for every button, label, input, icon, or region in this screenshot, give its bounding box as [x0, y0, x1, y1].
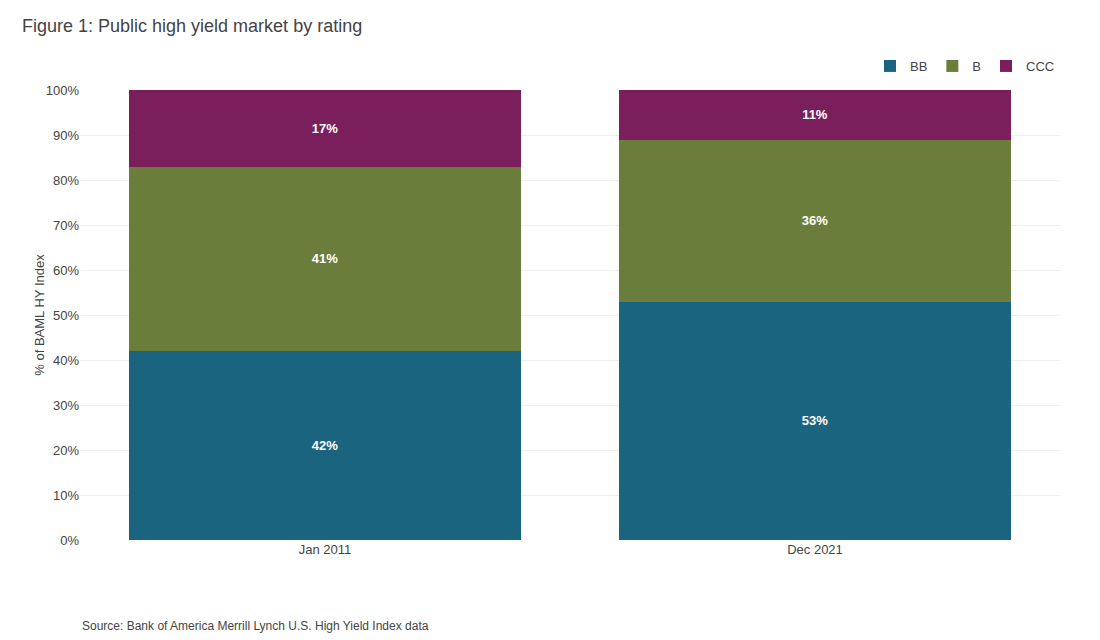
- svg-text:B: B: [972, 59, 981, 74]
- svg-text:CCC: CCC: [1026, 59, 1054, 74]
- svg-text:41%: 41%: [312, 251, 338, 266]
- svg-text:0%: 0%: [60, 533, 79, 548]
- svg-text:Figure 1: Public high yield ma: Figure 1: Public high yield market by ra…: [22, 16, 362, 36]
- svg-text:Jan 2011: Jan 2011: [299, 542, 352, 557]
- svg-text:50%: 50%: [53, 308, 79, 323]
- svg-text:11%: 11%: [802, 107, 828, 122]
- svg-text:BB: BB: [910, 59, 927, 74]
- svg-text:90%: 90%: [53, 128, 79, 143]
- svg-text:10%: 10%: [53, 488, 79, 503]
- svg-text:Source: Bank of America Merril: Source: Bank of America Merrill Lynch U.…: [82, 619, 429, 633]
- svg-text:80%: 80%: [53, 173, 79, 188]
- svg-text:30%: 30%: [53, 398, 79, 413]
- svg-text:20%: 20%: [53, 443, 79, 458]
- svg-text:53%: 53%: [802, 413, 828, 428]
- svg-text:42%: 42%: [312, 438, 338, 453]
- svg-text:70%: 70%: [53, 218, 79, 233]
- svg-text:Dec 2021: Dec 2021: [787, 542, 843, 557]
- svg-text:17%: 17%: [312, 121, 338, 136]
- svg-text:40%: 40%: [53, 353, 79, 368]
- svg-text:36%: 36%: [802, 213, 828, 228]
- svg-text:100%: 100%: [46, 83, 80, 98]
- svg-text:60%: 60%: [53, 263, 79, 278]
- svg-text:% of BAML HY Index: % of BAML HY Index: [32, 254, 47, 376]
